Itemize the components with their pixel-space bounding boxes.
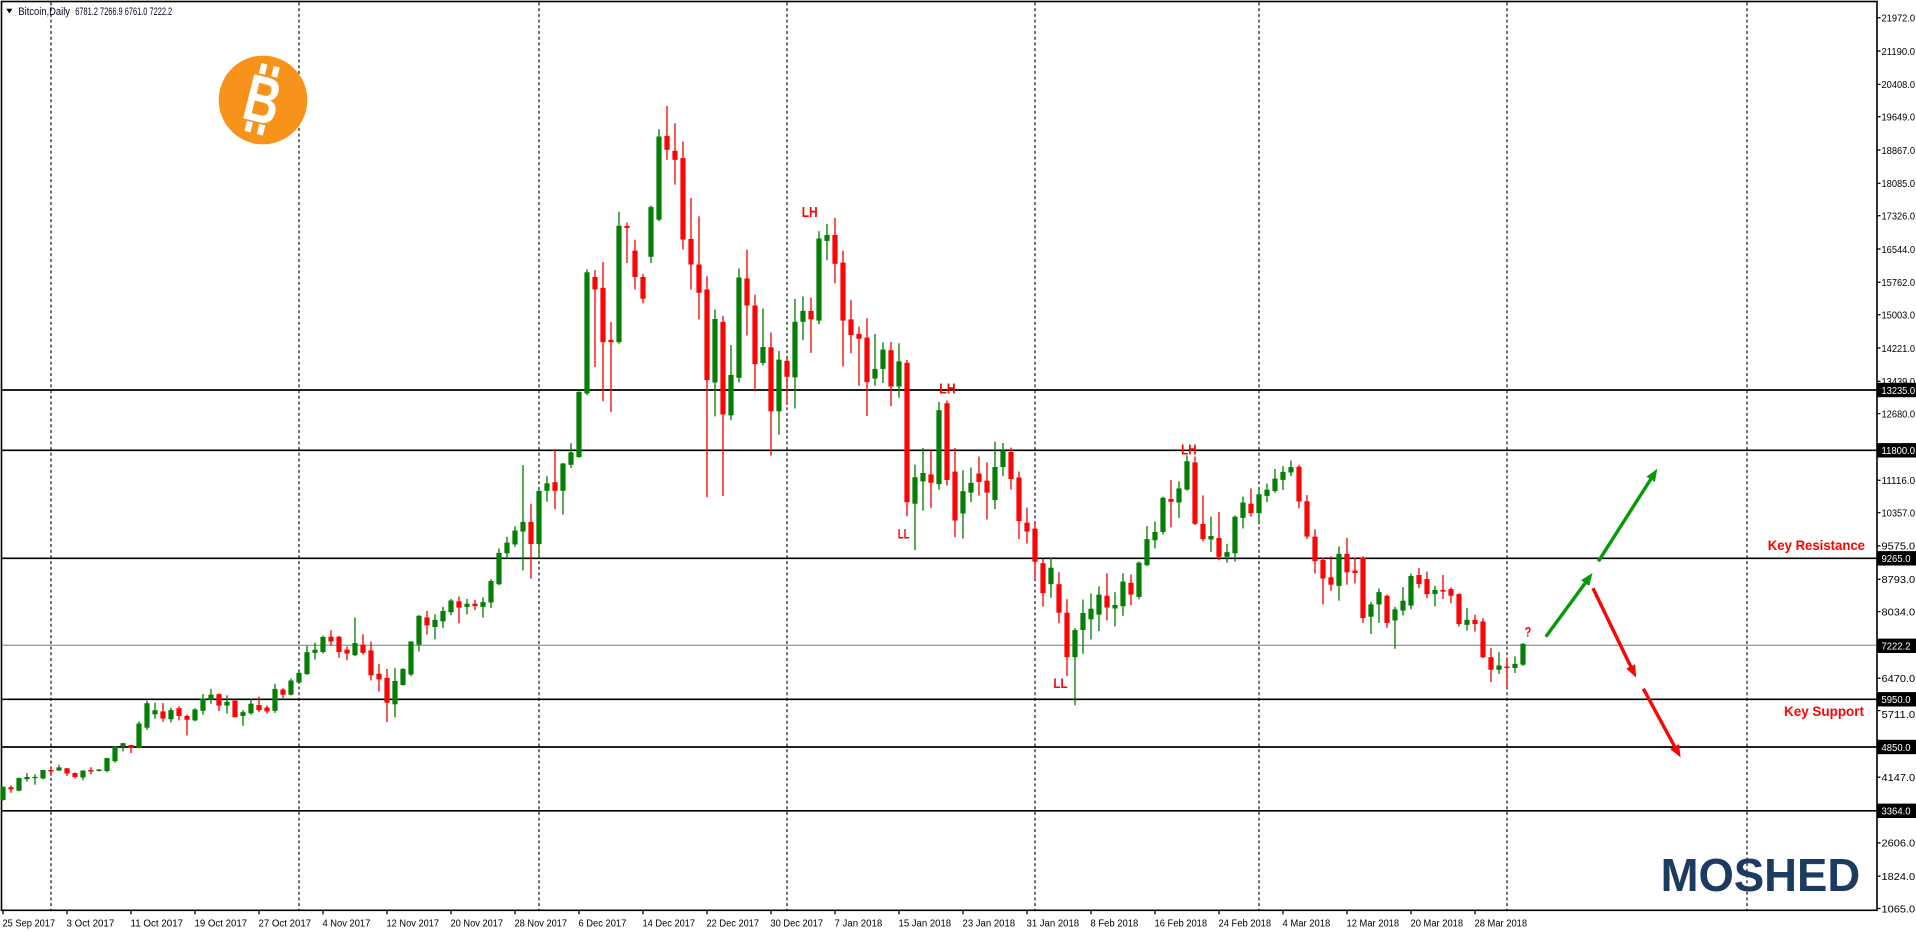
svg-text:17326.0: 17326.0 <box>1882 212 1916 223</box>
svg-text:15 Jan 2018: 15 Jan 2018 <box>899 918 952 929</box>
svg-text:1065.0: 1065.0 <box>1882 904 1916 915</box>
svg-text:5950.0: 5950.0 <box>1882 695 1911 706</box>
svg-text:4850.0: 4850.0 <box>1882 743 1911 754</box>
svg-text:LH: LH <box>939 381 955 398</box>
svg-text:30 Dec 2017: 30 Dec 2017 <box>771 918 824 929</box>
svg-text:Key Support: Key Support <box>1784 704 1864 719</box>
svg-text:24 Feb 2018: 24 Feb 2018 <box>1219 918 1272 929</box>
svg-text:LL: LL <box>1053 675 1068 691</box>
svg-text:7222.2: 7222.2 <box>1882 642 1911 653</box>
svg-text:14221.0: 14221.0 <box>1882 344 1916 355</box>
svg-text:Bitcoin,Daily: Bitcoin,Daily <box>18 6 70 18</box>
svg-text:20408.0: 20408.0 <box>1882 80 1916 91</box>
svg-text:12 Mar 2018: 12 Mar 2018 <box>1347 918 1400 929</box>
svg-text:21190.0: 21190.0 <box>1882 47 1916 58</box>
svg-text:16544.0: 16544.0 <box>1882 245 1916 256</box>
svg-text:6781.2 7266.9 6761.0 7222.2: 6781.2 7266.9 6761.0 7222.2 <box>75 6 172 18</box>
svg-text:20 Nov 2017: 20 Nov 2017 <box>451 918 504 929</box>
svg-text:16 Feb 2018: 16 Feb 2018 <box>1155 918 1208 929</box>
svg-text:12 Nov 2017: 12 Nov 2017 <box>387 918 440 929</box>
svg-text:21972.0: 21972.0 <box>1882 14 1916 25</box>
svg-text:3364.0: 3364.0 <box>1882 807 1911 818</box>
svg-text:8793.0: 8793.0 <box>1882 575 1916 586</box>
svg-text:22 Dec 2017: 22 Dec 2017 <box>707 918 760 929</box>
svg-text:?: ? <box>1525 625 1532 640</box>
svg-text:13235.0: 13235.0 <box>1882 386 1916 397</box>
svg-text:28 Nov 2017: 28 Nov 2017 <box>515 918 568 929</box>
svg-text:14 Dec 2017: 14 Dec 2017 <box>643 918 696 929</box>
svg-text:3 Oct 2017: 3 Oct 2017 <box>67 918 115 929</box>
svg-text:LL: LL <box>898 526 910 542</box>
svg-text:2606.0: 2606.0 <box>1882 839 1916 850</box>
svg-text:23 Jan 2018: 23 Jan 2018 <box>963 918 1016 929</box>
svg-text:11800.0: 11800.0 <box>1882 446 1916 457</box>
svg-text:MOSHED: MOSHED <box>1661 849 1861 901</box>
svg-text:5711.0: 5711.0 <box>1882 710 1916 721</box>
svg-text:6470.0: 6470.0 <box>1882 674 1916 685</box>
svg-text:27 Oct 2017: 27 Oct 2017 <box>259 918 312 929</box>
svg-text:4 Mar 2018: 4 Mar 2018 <box>1283 918 1331 929</box>
svg-text:9575.0: 9575.0 <box>1882 542 1916 553</box>
svg-text:4147.0: 4147.0 <box>1882 773 1916 784</box>
svg-text:1824.0: 1824.0 <box>1882 872 1916 883</box>
svg-text:28 Mar 2018: 28 Mar 2018 <box>1475 918 1528 929</box>
svg-text:4 Nov 2017: 4 Nov 2017 <box>323 918 371 929</box>
svg-text:6 Dec 2017: 6 Dec 2017 <box>579 918 627 929</box>
svg-text:7 Jan 2018: 7 Jan 2018 <box>835 918 883 929</box>
svg-text:LH: LH <box>802 204 818 221</box>
svg-text:19649.0: 19649.0 <box>1882 113 1916 124</box>
svg-text:18867.0: 18867.0 <box>1882 146 1916 157</box>
svg-text:18085.0: 18085.0 <box>1882 179 1916 190</box>
svg-text:Key Resistance: Key Resistance <box>1768 538 1865 553</box>
svg-text:13439.0: 13439.0 <box>1882 377 1916 388</box>
svg-text:9265.0: 9265.0 <box>1882 554 1911 565</box>
svg-text:15762.0: 15762.0 <box>1882 278 1916 289</box>
svg-text:8034.0: 8034.0 <box>1882 607 1916 618</box>
svg-text:19 Oct 2017: 19 Oct 2017 <box>195 918 248 929</box>
svg-text:15003.0: 15003.0 <box>1882 311 1916 322</box>
svg-text:LH: LH <box>1181 441 1197 458</box>
svg-text:8 Feb 2018: 8 Feb 2018 <box>1091 918 1139 929</box>
svg-text:31 Jan 2018: 31 Jan 2018 <box>1027 918 1080 929</box>
svg-text:12680.0: 12680.0 <box>1882 409 1916 420</box>
svg-text:20 Mar 2018: 20 Mar 2018 <box>1411 918 1464 929</box>
svg-text:11116.0: 11116.0 <box>1882 476 1916 487</box>
svg-text:10357.0: 10357.0 <box>1882 508 1916 519</box>
svg-text:25 Sep 2017: 25 Sep 2017 <box>3 918 56 929</box>
svg-text:11 Oct 2017: 11 Oct 2017 <box>131 918 184 929</box>
